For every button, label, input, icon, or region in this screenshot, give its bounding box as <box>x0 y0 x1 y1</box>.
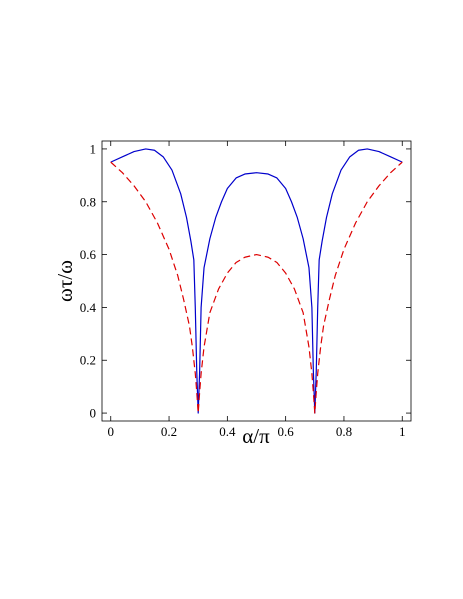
series-layer <box>110 148 403 414</box>
x-axis-title: α/π <box>242 424 270 448</box>
y-tick-label: 1 <box>90 141 97 156</box>
y-axis-title: ωτ/ω <box>53 260 77 302</box>
x-tick-label: 0.4 <box>219 424 236 439</box>
x-tick-label: 0.2 <box>161 424 177 439</box>
x-tick-label: 0 <box>107 424 114 439</box>
x-tick-label: 0.8 <box>336 424 352 439</box>
y-tick-label: 0.8 <box>80 194 96 209</box>
tick-labels: 0 0.2 0.4 0.6 0.8 1 0 0.2 0.4 0.6 0.8 1 <box>80 141 406 439</box>
plot-frame <box>101 140 412 422</box>
y-tick-label: 0 <box>90 406 97 421</box>
y-tick-label: 0.2 <box>80 353 96 368</box>
ticks <box>102 141 411 421</box>
x-tick-label: 1 <box>399 424 406 439</box>
x-tick-label: 0.6 <box>278 424 295 439</box>
dashed-series-line <box>110 161 403 414</box>
y-tick-label: 0.6 <box>80 247 97 262</box>
y-tick-label: 0.4 <box>80 300 97 315</box>
solid-series-line <box>110 148 403 414</box>
